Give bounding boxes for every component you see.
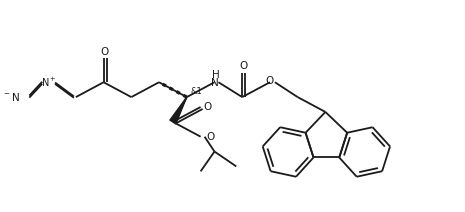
Text: N: N <box>211 78 219 88</box>
Polygon shape <box>170 97 187 124</box>
Text: O: O <box>266 76 274 86</box>
Text: O: O <box>239 61 247 71</box>
Text: O: O <box>206 132 215 142</box>
Text: H: H <box>212 70 219 80</box>
Text: N$^+$: N$^+$ <box>41 76 57 89</box>
Text: O: O <box>100 47 109 57</box>
Text: &1: &1 <box>191 87 202 96</box>
Text: O: O <box>203 102 212 112</box>
Text: $^-$N: $^-$N <box>2 91 20 103</box>
